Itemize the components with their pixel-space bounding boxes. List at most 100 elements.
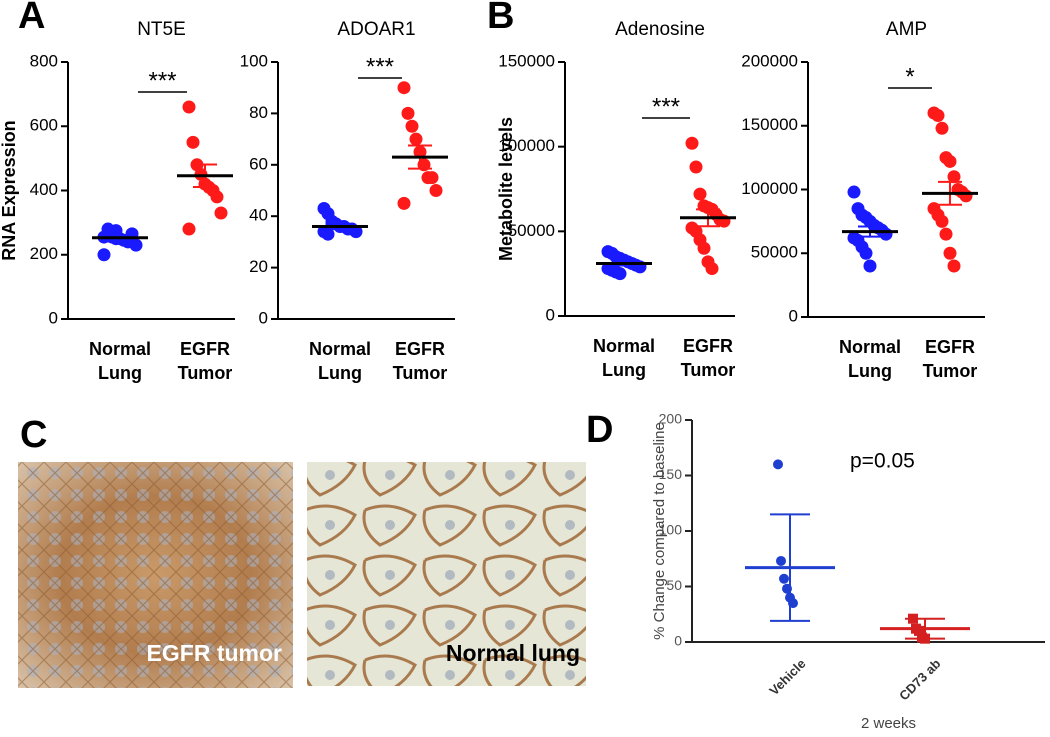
y-tick-label: 150 bbox=[659, 466, 683, 482]
data-point bbox=[939, 227, 953, 241]
annotation: *** bbox=[148, 67, 176, 94]
data-point bbox=[613, 267, 627, 281]
y-tick-label: 0 bbox=[259, 308, 268, 327]
x-tick-label: Lung bbox=[98, 363, 142, 383]
data-point bbox=[186, 135, 200, 149]
data-point bbox=[776, 555, 786, 566]
y-tick-label: 0 bbox=[49, 308, 58, 327]
y-tick-label: 20 bbox=[249, 257, 268, 276]
y-tick-label: 0 bbox=[546, 305, 555, 324]
x-axis-label: 2 weeks bbox=[861, 715, 916, 732]
data-point bbox=[779, 573, 789, 584]
x-tick-label: Lung bbox=[318, 363, 362, 383]
x-tick-label: Normal bbox=[89, 339, 151, 359]
data-point bbox=[97, 248, 111, 262]
y-tick-label: 800 bbox=[30, 51, 58, 70]
data-point bbox=[321, 227, 335, 241]
chart-title: Adenosine bbox=[615, 19, 705, 40]
data-point bbox=[405, 119, 419, 133]
y-tick-label: 600 bbox=[30, 116, 58, 135]
data-point bbox=[129, 238, 143, 252]
data-point bbox=[693, 187, 707, 201]
x-tick-label: EGFR bbox=[925, 337, 975, 357]
data-point bbox=[429, 184, 443, 197]
data-point bbox=[397, 81, 411, 95]
y-tick-label: 0 bbox=[674, 633, 682, 649]
y-tick-label: 150000 bbox=[498, 51, 555, 70]
data-point bbox=[773, 459, 783, 470]
y-tick-label: 100000 bbox=[498, 136, 555, 155]
y-tick-label: 150000 bbox=[741, 115, 798, 134]
data-point bbox=[697, 241, 711, 255]
chart-title: AMP bbox=[886, 19, 927, 40]
y-tick-label: 100 bbox=[659, 522, 683, 538]
x-tick-label: Normal bbox=[839, 337, 901, 357]
x-tick-label: Normal bbox=[593, 336, 655, 356]
panel-letter: B bbox=[487, 0, 514, 37]
x-tick-label: Tumor bbox=[178, 363, 233, 383]
y-tick-label: 60 bbox=[249, 154, 268, 173]
y-tick-label: 200 bbox=[30, 244, 58, 263]
x-tick-label: EGFR bbox=[180, 339, 230, 359]
image-caption: Normal lung bbox=[446, 640, 580, 666]
data-point bbox=[879, 227, 893, 241]
y-tick-label: 100 bbox=[240, 51, 268, 70]
data-point bbox=[947, 170, 961, 184]
chart-title: ADOAR1 bbox=[337, 19, 415, 40]
data-point bbox=[409, 132, 423, 146]
data-point bbox=[914, 625, 924, 636]
y-tick-label: 200000 bbox=[741, 51, 798, 70]
panel-letter: D bbox=[586, 409, 613, 451]
x-tick-label: EGFR bbox=[683, 336, 733, 356]
data-point bbox=[210, 190, 224, 204]
x-tick-label: EGFR bbox=[395, 339, 445, 359]
y-tick-label: 80 bbox=[249, 103, 268, 122]
data-point bbox=[397, 196, 411, 210]
data-point bbox=[959, 189, 973, 203]
x-tick-label: CD73 ab bbox=[896, 656, 943, 703]
data-point bbox=[847, 185, 861, 199]
image-caption: EGFR tumor bbox=[147, 640, 282, 666]
data-point bbox=[401, 106, 415, 120]
x-tick-label: Tumor bbox=[681, 360, 736, 380]
annotation: *** bbox=[366, 53, 394, 80]
y-tick-label: 50000 bbox=[508, 221, 555, 240]
y-axis-label: % Change compared to baseline bbox=[651, 422, 668, 640]
data-point bbox=[859, 246, 873, 260]
annotation: p=0.05 bbox=[850, 450, 915, 473]
data-point bbox=[935, 121, 949, 135]
data-point bbox=[214, 206, 228, 220]
data-point bbox=[935, 214, 949, 228]
data-point bbox=[931, 109, 945, 123]
annotation: * bbox=[905, 63, 914, 90]
tumor-image: EGFR tumor bbox=[18, 462, 293, 688]
y-axis-label: RNA Expression bbox=[0, 120, 19, 260]
data-point bbox=[182, 222, 196, 236]
data-point bbox=[943, 154, 957, 168]
data-point bbox=[943, 246, 957, 260]
x-tick-label: Tumor bbox=[393, 363, 448, 383]
annotation: *** bbox=[652, 93, 680, 120]
y-tick-label: 100000 bbox=[741, 179, 798, 198]
panel-letter: A bbox=[18, 0, 45, 37]
panel-letter: C bbox=[20, 414, 47, 456]
chart-title: NT5E bbox=[137, 19, 186, 40]
data-point bbox=[705, 262, 719, 276]
x-tick-label: Normal bbox=[309, 339, 371, 359]
y-tick-label: 200 bbox=[659, 411, 683, 427]
data-point bbox=[689, 160, 703, 174]
x-tick-label: Lung bbox=[602, 360, 646, 380]
data-point bbox=[349, 225, 363, 239]
y-tick-label: 0 bbox=[789, 306, 798, 325]
y-tick-label: 50000 bbox=[751, 243, 798, 262]
y-axis-label: Metabolite levels bbox=[496, 117, 516, 261]
normal-image: Normal lung bbox=[307, 462, 586, 686]
data-point bbox=[863, 259, 877, 273]
y-tick-label: 50 bbox=[666, 577, 682, 593]
x-tick-label: Lung bbox=[848, 361, 892, 381]
x-tick-label: Vehicle bbox=[766, 656, 808, 698]
y-tick-label: 40 bbox=[249, 206, 268, 225]
data-point bbox=[425, 171, 439, 185]
data-point bbox=[685, 136, 699, 150]
